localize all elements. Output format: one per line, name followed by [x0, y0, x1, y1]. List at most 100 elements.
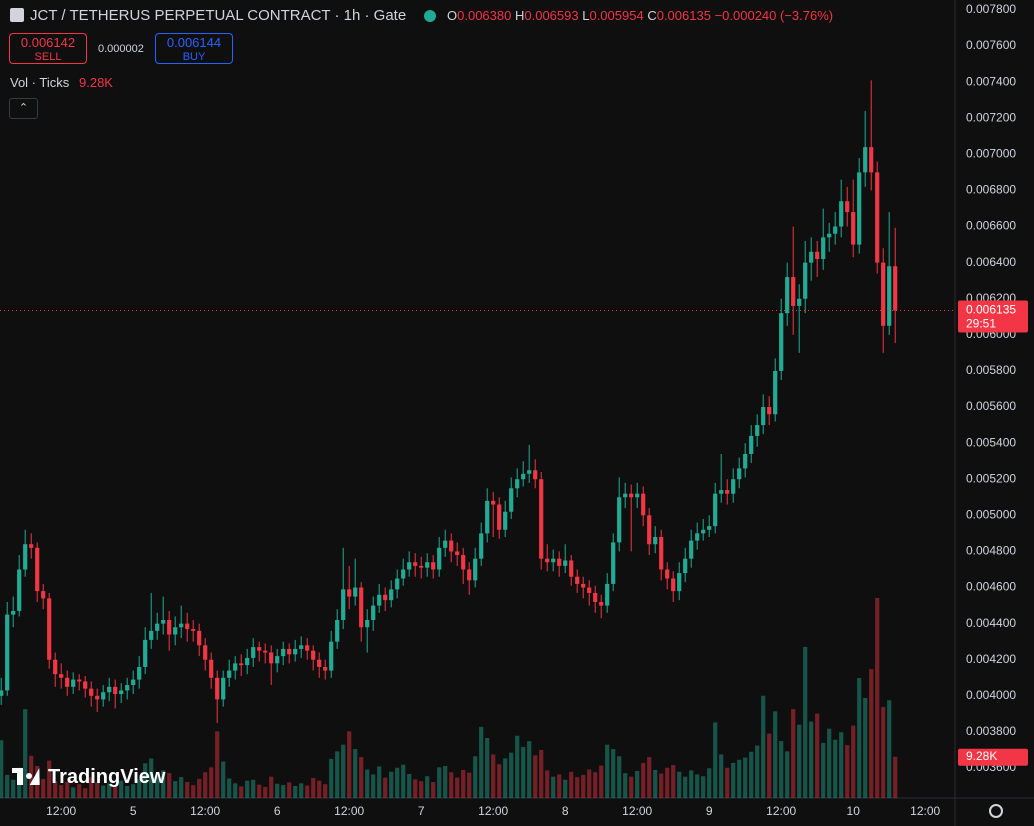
volume-bar — [479, 726, 484, 798]
candle-body — [65, 677, 70, 687]
symbol-icon — [10, 8, 24, 22]
volume-bar — [359, 757, 364, 798]
volume-badge — [958, 748, 1028, 766]
volume-bar — [557, 774, 562, 798]
volume-bar — [509, 752, 514, 798]
candle-body — [527, 470, 532, 474]
volume-bar — [161, 770, 166, 798]
candle-body — [203, 645, 208, 660]
sell-price: 0.006142 — [20, 35, 76, 50]
candle-body — [155, 623, 160, 631]
volume-bar — [575, 777, 580, 798]
volume-bar — [773, 711, 778, 798]
candle-body — [719, 490, 724, 494]
candle-body — [587, 587, 592, 593]
candle-body — [737, 468, 742, 480]
candle-body — [221, 677, 226, 700]
candle-body — [485, 500, 490, 534]
candle-body — [323, 666, 328, 671]
y-tick-label: 0.004800 — [966, 544, 1016, 558]
indicator-name[interactable]: Vol · Ticks — [10, 75, 70, 90]
volume-bar — [605, 744, 610, 798]
candle-body — [59, 674, 64, 678]
volume-bar — [551, 776, 556, 798]
candle-body — [803, 262, 808, 299]
ohlc-value: 0.006380 — [457, 8, 512, 23]
candle-body — [563, 560, 568, 566]
volume-bar — [233, 783, 238, 798]
volume-bar — [173, 781, 178, 798]
candle-body — [887, 266, 892, 326]
candle-body — [449, 540, 454, 552]
volume-bar — [863, 698, 868, 798]
candle-body — [761, 407, 766, 426]
volume-bar — [641, 762, 646, 798]
candle-body — [35, 547, 40, 592]
candle-body — [17, 569, 22, 611]
sell-button[interactable]: 0.006142 SELL — [9, 33, 87, 64]
candle-body — [359, 587, 364, 628]
collapse-button[interactable]: ⌃ — [9, 98, 38, 119]
candle-body — [755, 425, 760, 436]
volume-bar — [221, 761, 226, 798]
volume-bar — [203, 772, 208, 798]
indicator-value: 9.28K — [79, 75, 113, 90]
settings-button[interactable] — [989, 804, 1003, 818]
volume-bar — [5, 774, 10, 798]
candle-body — [635, 493, 640, 498]
volume-bar — [137, 779, 142, 798]
candle-body — [467, 569, 472, 581]
volume-bar — [767, 733, 772, 798]
volume-bar — [857, 678, 862, 798]
y-tick-label: 0.007600 — [966, 38, 1016, 52]
y-tick-label: 0.003800 — [966, 724, 1016, 738]
volume-bar — [821, 742, 826, 798]
candle-body — [857, 172, 862, 245]
candle-body — [659, 536, 664, 570]
candle-body — [839, 201, 844, 227]
candle-body — [497, 504, 502, 530]
volume-bar — [677, 771, 682, 798]
candle-body — [311, 650, 316, 660]
x-tick-label: 12:00 — [622, 804, 652, 818]
volume-bar — [629, 776, 634, 798]
ohlc-key: H — [514, 8, 525, 23]
candle-body — [443, 540, 448, 548]
candle-body — [869, 147, 874, 173]
volume-bar — [725, 767, 730, 798]
spread: 0.000002 — [98, 43, 144, 55]
candle-body — [437, 547, 442, 570]
volume-bar — [467, 772, 472, 798]
candle-body — [767, 407, 772, 415]
candle-body — [383, 594, 388, 601]
volume-bar — [215, 731, 220, 798]
volume-bar — [281, 785, 286, 798]
candle-body — [179, 623, 184, 628]
buy-button[interactable]: 0.006144 BUY — [155, 33, 233, 64]
volume-bar — [893, 756, 898, 798]
y-tick-label: 0.004400 — [966, 616, 1016, 630]
candle-body — [29, 544, 34, 548]
candle-body — [785, 277, 790, 314]
price-change: −0.000240 (−3.76%) — [714, 8, 834, 23]
candle-body — [713, 493, 718, 527]
volume-bar — [77, 784, 82, 798]
volume-bar — [131, 784, 136, 798]
candle-body — [893, 266, 898, 311]
volume-bar — [299, 783, 304, 798]
candle-body — [671, 578, 676, 592]
y-tick-label: 0.007200 — [966, 110, 1016, 124]
volume-bar — [797, 724, 802, 798]
candle-body — [479, 533, 484, 559]
volume-bar — [353, 749, 358, 798]
volume-bar — [293, 786, 298, 798]
volume-bar — [587, 769, 592, 798]
volume-bar — [341, 744, 346, 798]
candle-body — [77, 679, 82, 682]
volume-bar — [563, 779, 568, 798]
volume-bar — [779, 741, 784, 798]
chart-title[interactable]: JCT / TETHERUS PERPETUAL CONTRACT · 1h ·… — [30, 7, 407, 24]
volume-bar — [461, 770, 466, 798]
candle-body — [665, 569, 670, 579]
last-price-label: 0.006135 — [966, 303, 1016, 317]
